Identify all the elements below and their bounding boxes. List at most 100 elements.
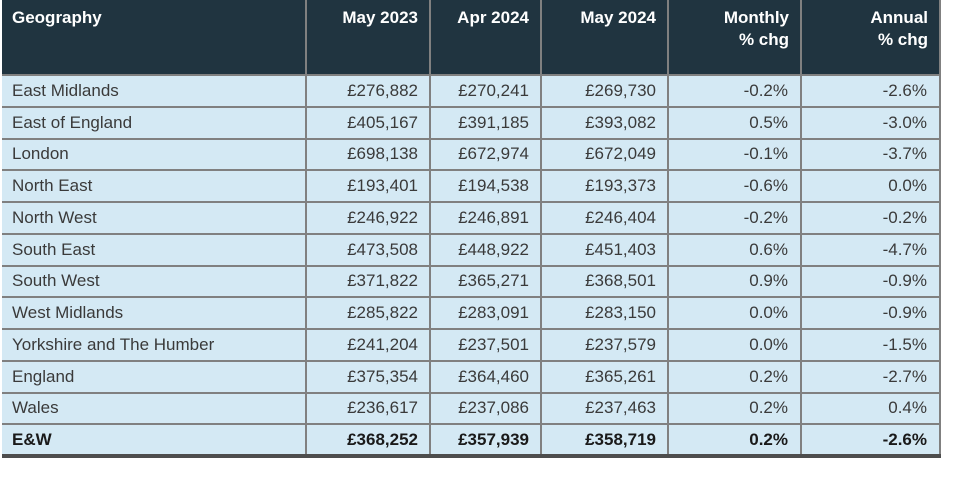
- column-header-sublabel: % chg: [738, 30, 789, 49]
- geography-cell: South West: [2, 264, 307, 298]
- table-row: Yorkshire and The Humber £241,204 £237,501…: [2, 328, 941, 361]
- monthly-chg-cell: -0.1%: [667, 137, 802, 171]
- geography-cell: Yorkshire and The Humber: [2, 328, 307, 361]
- geography-cell: North West: [2, 201, 307, 234]
- monthly-chg-cell: -0.2%: [667, 201, 802, 234]
- column-header-may-2023: May 2023: [305, 0, 431, 75]
- annual-chg-cell: 0.0%: [800, 169, 941, 202]
- geography-cell: East of England: [2, 105, 307, 139]
- may-2024-cell: £451,403: [540, 232, 669, 266]
- apr-2024-cell: £365,271: [429, 264, 542, 298]
- column-header-label: Geography: [12, 8, 102, 27]
- geography-cell: South East: [2, 232, 307, 266]
- column-header-label: Monthly: [723, 8, 789, 27]
- apr-2024-cell: £364,460: [429, 359, 542, 393]
- column-header-geography: Geography: [2, 0, 307, 75]
- annual-chg-cell: -0.9%: [800, 296, 941, 329]
- table-row: Wales £236,617 £237,086 £237,463 0.2% 0.4%: [2, 391, 941, 425]
- geography-cell: East Midlands: [2, 74, 307, 107]
- may-2023-cell: £246,922: [305, 201, 431, 234]
- monthly-chg-cell: 0.9%: [667, 264, 802, 298]
- monthly-chg-cell: 0.2%: [667, 391, 802, 425]
- apr-2024-cell: £246,891: [429, 201, 542, 234]
- may-2024-cell: £368,501: [540, 264, 669, 298]
- column-header-sublabel: % chg: [877, 30, 928, 49]
- monthly-chg-cell: -0.6%: [667, 169, 802, 202]
- column-header-label: May 2024: [580, 8, 656, 27]
- monthly-chg-cell: 0.2%: [667, 423, 802, 456]
- annual-chg-cell: 0.4%: [800, 391, 941, 425]
- apr-2024-cell: £672,974: [429, 137, 542, 171]
- column-header-apr-2024: Apr 2024: [429, 0, 542, 75]
- may-2024-cell: £246,404: [540, 201, 669, 234]
- apr-2024-cell: £237,086: [429, 391, 542, 425]
- may-2024-cell: £358,719: [540, 423, 669, 456]
- geography-cell: England: [2, 359, 307, 393]
- table-body: East Midlands £276,882 £270,241 £269,730 -0.…: [2, 74, 941, 456]
- may-2024-cell: £237,463: [540, 391, 669, 425]
- apr-2024-cell: £194,538: [429, 169, 542, 202]
- monthly-chg-cell: 0.0%: [667, 328, 802, 361]
- may-2023-cell: £405,167: [305, 105, 431, 139]
- may-2023-cell: £276,882: [305, 74, 431, 107]
- table-row: North East £193,401 £194,538 £193,373 -0.6% 0…: [2, 169, 941, 202]
- monthly-chg-cell: -0.2%: [667, 74, 802, 107]
- monthly-chg-cell: 0.5%: [667, 105, 802, 139]
- geography-cell: E&W: [2, 423, 307, 456]
- geography-cell: London: [2, 137, 307, 171]
- column-header-label: May 2023: [342, 8, 418, 27]
- column-header-label: Apr 2024: [457, 8, 529, 27]
- table-row: East of England £405,167 £391,185 £393,082 0…: [2, 105, 941, 139]
- may-2023-cell: £368,252: [305, 423, 431, 456]
- house-price-table-wrap: Geography May 2023 Apr 2024 May 2024 Mon…: [2, 0, 942, 458]
- may-2024-cell: £393,082: [540, 105, 669, 139]
- may-2024-cell: £365,261: [540, 359, 669, 393]
- column-header-may-2024: May 2024: [540, 0, 669, 75]
- table-row-total: E&W £368,252 £357,939 £358,719 0.2% -2.6%: [2, 423, 941, 456]
- may-2023-cell: £473,508: [305, 232, 431, 266]
- may-2023-cell: £285,822: [305, 296, 431, 329]
- may-2024-cell: £193,373: [540, 169, 669, 202]
- header-row: Geography May 2023 Apr 2024 May 2024 Mon…: [2, 0, 941, 75]
- monthly-chg-cell: 0.2%: [667, 359, 802, 393]
- apr-2024-cell: £448,922: [429, 232, 542, 266]
- annual-chg-cell: -2.6%: [800, 74, 941, 107]
- table-row: London £698,138 £672,974 £672,049 -0.1% -3.7%: [2, 137, 941, 171]
- geography-cell: West Midlands: [2, 296, 307, 329]
- may-2023-cell: £371,822: [305, 264, 431, 298]
- apr-2024-cell: £283,091: [429, 296, 542, 329]
- annual-chg-cell: -3.7%: [800, 137, 941, 171]
- annual-chg-cell: -3.0%: [800, 105, 941, 139]
- annual-chg-cell: -1.5%: [800, 328, 941, 361]
- may-2024-cell: £283,150: [540, 296, 669, 329]
- house-price-table: Geography May 2023 Apr 2024 May 2024 Mon…: [2, 0, 941, 458]
- annual-chg-cell: -0.9%: [800, 264, 941, 298]
- table-row: England £375,354 £364,460 £365,261 0.2% -2.7%: [2, 359, 941, 393]
- may-2024-cell: £672,049: [540, 137, 669, 171]
- table-row: South West £371,822 £365,271 £368,501 0.9% -0…: [2, 264, 941, 298]
- apr-2024-cell: £270,241: [429, 74, 542, 107]
- table-row: North West £246,922 £246,891 £246,404 -0.2% -…: [2, 201, 941, 234]
- geography-cell: North East: [2, 169, 307, 202]
- annual-chg-cell: -2.7%: [800, 359, 941, 393]
- apr-2024-cell: £237,501: [429, 328, 542, 361]
- apr-2024-cell: £357,939: [429, 423, 542, 456]
- may-2023-cell: £193,401: [305, 169, 431, 202]
- column-header-label: Annual: [870, 8, 928, 27]
- table-row: East Midlands £276,882 £270,241 £269,730 -0.…: [2, 74, 941, 107]
- monthly-chg-cell: 0.0%: [667, 296, 802, 329]
- may-2023-cell: £236,617: [305, 391, 431, 425]
- annual-chg-cell: -4.7%: [800, 232, 941, 266]
- may-2023-cell: £241,204: [305, 328, 431, 361]
- may-2024-cell: £237,579: [540, 328, 669, 361]
- column-header-monthly-chg: Monthly % chg: [667, 0, 802, 75]
- column-header-annual-chg: Annual % chg: [800, 0, 941, 75]
- monthly-chg-cell: 0.6%: [667, 232, 802, 266]
- may-2024-cell: £269,730: [540, 74, 669, 107]
- geography-cell: Wales: [2, 391, 307, 425]
- may-2023-cell: £698,138: [305, 137, 431, 171]
- table-row: West Midlands £285,822 £283,091 £283,150 0.0…: [2, 296, 941, 329]
- annual-chg-cell: -0.2%: [800, 201, 941, 234]
- apr-2024-cell: £391,185: [429, 105, 542, 139]
- table-row: South East £473,508 £448,922 £451,403 0.6% -4…: [2, 232, 941, 266]
